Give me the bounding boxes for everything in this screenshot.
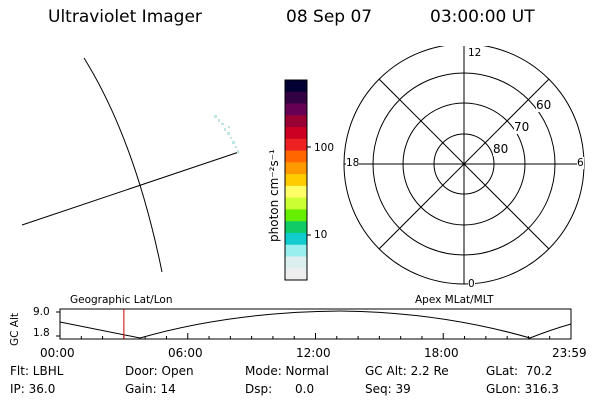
- timeline-plot: [56, 308, 572, 340]
- emission-speckles: [214, 115, 239, 153]
- colorbar-cell: [285, 197, 307, 211]
- polar-mlat-mlt-plot: [343, 46, 585, 285]
- colorbar-tick-10: 10: [314, 229, 328, 241]
- gain-info: Gain: 14: [125, 382, 176, 396]
- lat-label-60: 60: [536, 98, 552, 112]
- time-tick-1200: 12:00: [296, 346, 331, 360]
- colorbar-cell: [285, 244, 307, 258]
- geographic-image-panel: [21, 57, 240, 273]
- colorbar-cell: [285, 127, 307, 140]
- timeline-y-tick-max: 9.0: [33, 306, 50, 318]
- mlt-label-18: 18: [346, 157, 360, 169]
- colorbar-cell: [285, 185, 307, 199]
- dsp-info: Dsp: 0.0: [245, 382, 315, 396]
- mlt-label-6: 6: [577, 157, 584, 169]
- colorbar-cell: [285, 174, 307, 187]
- colorbar-cell: [285, 115, 307, 128]
- time-tick-1800: 18:00: [424, 346, 459, 360]
- colorbar-cell: [285, 221, 307, 234]
- instrument-title: Ultraviolet Imager: [48, 7, 202, 27]
- colorbar-cell: [285, 103, 307, 116]
- glat-info: GLat: 70.2: [486, 364, 553, 378]
- time-label: 03:00:00 UT: [430, 7, 535, 27]
- colorbar-cell: [285, 256, 307, 269]
- terminator-line: [21, 151, 240, 226]
- mode-info: Mode: Normal: [245, 364, 329, 378]
- date-label: 08 Sep 07: [286, 7, 373, 27]
- gc-alt-info: GC Alt: 2.2 Re: [365, 364, 449, 378]
- meridian-line: [83, 57, 163, 273]
- colorbar-cell: [285, 80, 307, 93]
- colorbar-cell: [285, 91, 307, 105]
- filter-info: Flt: LBHL: [10, 364, 64, 378]
- timeline-y-tick-min: 1.8: [33, 327, 50, 339]
- colorbar-cell: [285, 209, 307, 222]
- time-tick-0600: 06:00: [168, 346, 203, 360]
- time-tick-2359: 23:59: [552, 346, 587, 360]
- colorbar-cell: [285, 268, 307, 281]
- ip-info: IP: 36.0: [10, 382, 56, 396]
- door-info: Door: Open: [125, 364, 194, 378]
- mlt-label-0: 0: [468, 278, 475, 290]
- seq-info: Seq: 39: [365, 382, 411, 396]
- colorbar-cell: [285, 150, 307, 163]
- timeline-left-label: Geographic Lat/Lon: [70, 294, 173, 306]
- altitude-curve: [59, 310, 572, 339]
- colorbar-cell: [285, 232, 307, 246]
- colorbar-cell: [285, 138, 307, 152]
- colorbar-tick-100: 100: [314, 142, 335, 154]
- lat-label-70: 70: [514, 120, 530, 134]
- mlt-label-12: 12: [468, 47, 482, 59]
- timeline-right-label: Apex MLat/MLT: [415, 294, 494, 306]
- colorbar-cell: [285, 162, 307, 175]
- time-tick-0000: 00:00: [40, 346, 75, 360]
- lat-label-80: 80: [493, 142, 509, 156]
- colorbar: [284, 79, 311, 281]
- colorbar-unit-label: photon cm⁻²s⁻¹: [267, 149, 281, 242]
- diagonal-2: [378, 78, 550, 250]
- glon-info: GLon: 316.3: [486, 382, 559, 396]
